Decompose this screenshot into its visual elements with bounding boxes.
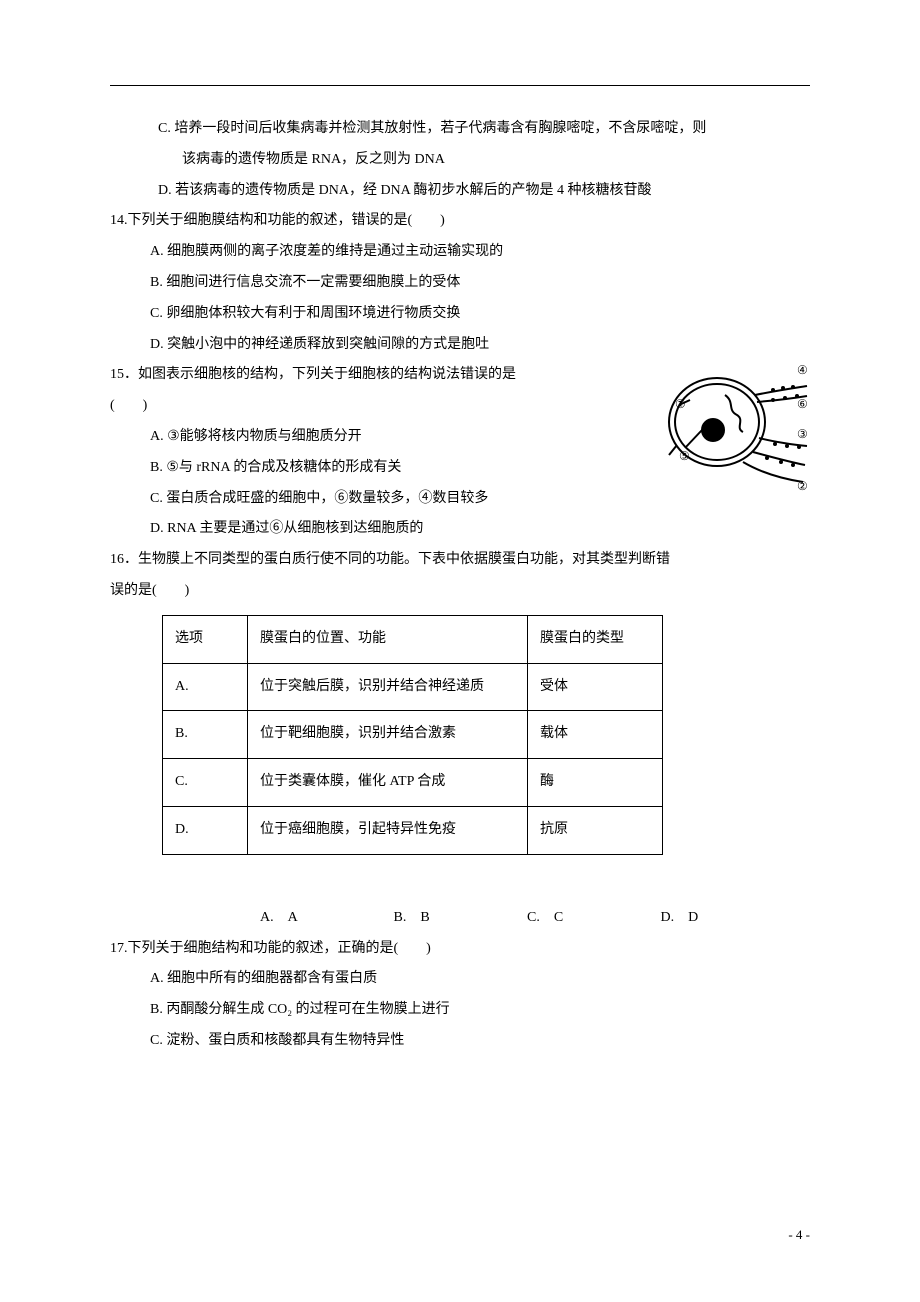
diagram-label-1: ①: [675, 397, 686, 411]
table-cell: 位于突触后膜，识别并结合神经递质: [248, 663, 528, 711]
q14-stem: 14.下列关于细胞膜结构和功能的叙述，错误的是( ): [110, 206, 810, 237]
table-row: D. 位于癌细胞膜，引起特异性免疫 抗原: [163, 806, 663, 854]
q14-option-a: A. 细胞膜两侧的离子浓度差的维持是通过主动运输实现的: [110, 237, 810, 268]
q14-option-d: D. 突触小泡中的神经递质释放到突触间隙的方式是胞吐: [110, 330, 810, 361]
diagram-label-4: ④: [797, 363, 808, 377]
diagram-label-3: ③: [797, 427, 808, 441]
q13-option-d: D. 若该病毒的遗传物质是 DNA，经 DNA 酶初步水解后的产物是 4 种核糖…: [110, 176, 810, 207]
table-cell: 受体: [528, 663, 663, 711]
q17-stem: 17.下列关于细胞结构和功能的叙述，正确的是( ): [110, 934, 810, 965]
q16-choice-a: A. A: [260, 903, 390, 934]
table-header-function: 膜蛋白的位置、功能: [248, 615, 528, 663]
q16-choice-c: C. C: [527, 903, 657, 934]
table-cell: 位于类囊体膜，催化 ATP 合成: [248, 759, 528, 807]
table-header-option: 选项: [163, 615, 248, 663]
q14-option-b: B. 细胞间进行信息交流不一定需要细胞膜上的受体: [110, 268, 810, 299]
document-page: C. 培养一段时间后收集病毒并检测其放射性，若子代病毒含有胸腺嘧啶，不含尿嘧啶，…: [0, 0, 920, 1302]
page-number: - 4 -: [788, 1221, 810, 1250]
q16-choice-b: B. B: [394, 903, 524, 934]
q16-stem-line1: 16．生物膜上不同类型的蛋白质行使不同的功能。下表中依据膜蛋白功能，对其类型判断…: [110, 545, 810, 576]
q16-stem-line2: 误的是( ): [110, 576, 810, 607]
nucleus-diagram: ① ④ ⑥ ③ ⑤ ②: [655, 360, 810, 495]
table-cell: A.: [163, 663, 248, 711]
table-cell: 载体: [528, 711, 663, 759]
top-rule: [110, 85, 810, 86]
q16-choice-d: D. D: [661, 903, 699, 934]
table-header-row: 选项 膜蛋白的位置、功能 膜蛋白的类型: [163, 615, 663, 663]
diagram-label-6: ⑥: [797, 397, 808, 411]
table-cell: B.: [163, 711, 248, 759]
table-row: B. 位于靶细胞膜，识别并结合激素 载体: [163, 711, 663, 759]
diagram-label-5: ⑤: [679, 449, 690, 463]
table-cell: 酶: [528, 759, 663, 807]
q17-option-b: B. 丙酮酸分解生成 CO₂ 的过程可在生物膜上进行: [110, 995, 810, 1026]
table-cell: 位于癌细胞膜，引起特异性免疫: [248, 806, 528, 854]
q17-option-c: C. 淀粉、蛋白质和核酸都具有生物特异性: [110, 1026, 810, 1057]
q13-option-c-line2: 该病毒的遗传物质是 RNA，反之则为 DNA: [110, 145, 810, 176]
q13-option-c-line1: C. 培养一段时间后收集病毒并检测其放射性，若子代病毒含有胸腺嘧啶，不含尿嘧啶，…: [110, 114, 810, 145]
table-row: C. 位于类囊体膜，催化 ATP 合成 酶: [163, 759, 663, 807]
table-header-type: 膜蛋白的类型: [528, 615, 663, 663]
table-row: A. 位于突触后膜，识别并结合神经递质 受体: [163, 663, 663, 711]
table-cell: 抗原: [528, 806, 663, 854]
table-cell: C.: [163, 759, 248, 807]
q16-answer-choices: A. A B. B C. C D. D: [110, 903, 810, 934]
q16-table: 选项 膜蛋白的位置、功能 膜蛋白的类型 A. 位于突触后膜，识别并结合神经递质 …: [162, 615, 663, 855]
q17-option-a: A. 细胞中所有的细胞器都含有蛋白质: [110, 964, 810, 995]
q15-option-d: D. RNA 主要是通过⑥从细胞核到达细胞质的: [110, 514, 810, 545]
table-cell: 位于靶细胞膜，识别并结合激素: [248, 711, 528, 759]
table-cell: D.: [163, 806, 248, 854]
diagram-label-2: ②: [797, 479, 808, 493]
q14-option-c: C. 卵细胞体积较大有利于和周围环境进行物质交换: [110, 299, 810, 330]
